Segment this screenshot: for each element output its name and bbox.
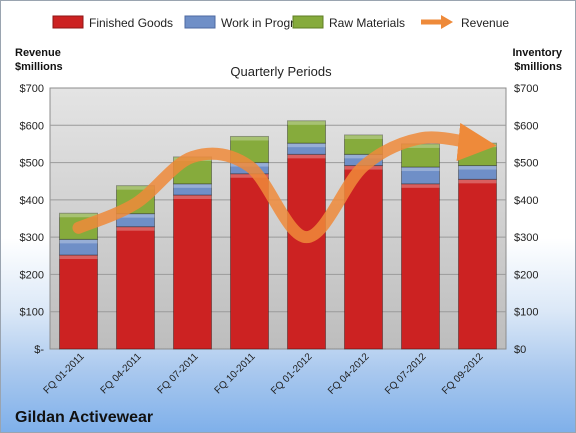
- left-tick-label: $600: [20, 120, 44, 132]
- right-tick-label: $500: [514, 158, 538, 170]
- bar-segment-finished-goods: [230, 173, 269, 350]
- bar-segment-finished-goods: [59, 254, 98, 350]
- right-tick-label: $0: [514, 344, 526, 356]
- right-axis-ticks: $0 $100 $200 $300 $400 $500 $600 $700: [514, 83, 538, 356]
- bar-highlight: [116, 226, 155, 231]
- legend-label-finished-goods: Finished Goods: [89, 16, 173, 30]
- bar-highlight: [344, 134, 383, 139]
- legend-item-work-in-progress: Work in Progress: [184, 15, 313, 30]
- bar-segment-raw-materials: [287, 120, 326, 144]
- left-tick-label: $-: [34, 344, 44, 356]
- right-tick-label: $300: [514, 232, 538, 244]
- bar-highlight: [401, 183, 440, 188]
- bar-highlight: [287, 143, 326, 148]
- legend-label-raw-materials: Raw Materials: [329, 16, 405, 30]
- x-axis-ticks: FQ 01-2011 FQ 04-2011 FQ 07-2011 FQ 10-2011…: [42, 351, 486, 397]
- x-tick-label: FQ 09-2012: [440, 351, 486, 397]
- bar-segment-finished-goods: [116, 226, 155, 350]
- left-tick-label: $200: [20, 269, 44, 281]
- x-tick-label: FQ 04-2012: [326, 351, 372, 397]
- left-tick-label: $300: [20, 232, 44, 244]
- bar-highlight: [287, 154, 326, 159]
- legend-item-finished-goods: Finished Goods: [52, 15, 173, 30]
- bar-highlight: [59, 255, 98, 260]
- x-tick-label: FQ 04-2011: [99, 351, 144, 396]
- bar-segment-raw-materials: [344, 134, 383, 155]
- left-tick-label: $700: [20, 83, 44, 95]
- x-tick-label: FQ 10-2011: [213, 351, 258, 396]
- chart-subtitle: Quarterly Periods: [230, 64, 332, 79]
- bar-segment-finished-goods: [458, 178, 497, 350]
- left-axis-ticks: $- $100 $200 $300 $400 $500 $600 $700: [20, 83, 45, 356]
- right-tick-label: $700: [514, 83, 538, 95]
- right-tick-label: $200: [514, 269, 538, 281]
- right-tick-label: $600: [514, 120, 538, 132]
- right-tick-label: $400: [514, 195, 538, 207]
- left-tick-label: $100: [20, 307, 44, 319]
- left-tick-label: $400: [20, 195, 44, 207]
- x-tick-label: FQ 07-2011: [156, 351, 201, 396]
- bar-highlight: [116, 213, 155, 218]
- bar-highlight: [173, 195, 212, 200]
- x-tick-label: FQ 01-2012: [269, 351, 315, 397]
- x-tick-label: FQ 01-2011: [42, 351, 87, 396]
- right-tick-label: $100: [514, 307, 538, 319]
- bar-highlight: [173, 183, 212, 188]
- bar-segment-finished-goods: [287, 153, 326, 350]
- bar-highlight: [401, 143, 440, 148]
- legend-label-work-in-progress: Work in Progress: [221, 16, 313, 30]
- legend-label-revenue: Revenue: [461, 16, 509, 30]
- x-tick-label: FQ 07-2012: [383, 351, 429, 397]
- bar-segment-finished-goods: [173, 194, 212, 350]
- bar-highlight: [230, 173, 269, 178]
- bar-highlight: [116, 185, 155, 190]
- legend: Finished Goods Work in Progress Raw Mate…: [52, 15, 509, 30]
- right-axis-title-line2: $millions: [514, 61, 562, 73]
- bar-highlight: [59, 213, 98, 218]
- bar-highlight: [458, 165, 497, 170]
- bar-highlight: [230, 136, 269, 141]
- left-axis-title-line2: $millions: [15, 61, 63, 73]
- revenue-series-line: [72, 122, 497, 244]
- bar-highlight: [401, 167, 440, 172]
- bar-segment-finished-goods: [401, 183, 440, 350]
- bar-highlight: [344, 154, 383, 159]
- bar-highlight: [458, 179, 497, 184]
- legend-item-raw-materials: Raw Materials: [292, 15, 405, 30]
- revenue-line: [72, 122, 497, 244]
- company-name: Gildan Activewear: [15, 409, 153, 426]
- left-tick-label: $500: [20, 158, 44, 170]
- bar-highlight: [59, 239, 98, 244]
- bar-highlight: [287, 120, 326, 125]
- right-axis-title-line1: Inventory: [512, 47, 562, 59]
- legend-item-revenue: Revenue: [421, 15, 509, 30]
- bar-segment-finished-goods: [344, 165, 383, 350]
- left-axis-title-line1: Revenue: [15, 47, 61, 59]
- bar-segment-work-in-progress: [116, 213, 155, 228]
